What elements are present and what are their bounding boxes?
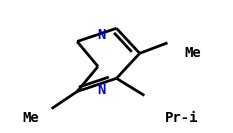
Text: N: N — [97, 83, 106, 97]
Text: Me: Me — [185, 46, 201, 60]
Text: Pr-i: Pr-i — [164, 111, 198, 125]
Text: Me: Me — [22, 111, 39, 125]
Text: N: N — [97, 28, 106, 42]
